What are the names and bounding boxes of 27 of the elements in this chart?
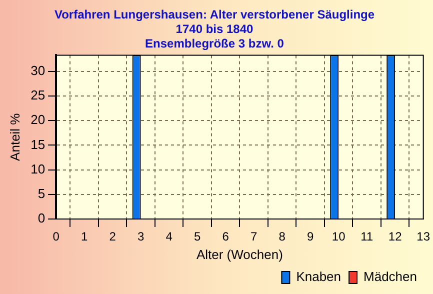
- x-tick-label: 2: [109, 230, 116, 244]
- y-tick-label: 30: [30, 63, 46, 78]
- x-tick-label: 0: [52, 230, 60, 244]
- x-tick-label: 11: [360, 230, 374, 244]
- y-tick-label: 25: [30, 88, 46, 103]
- x-tick-label: 10: [332, 230, 346, 244]
- x-tick-label: 6: [222, 230, 230, 244]
- y-axis-title: Anteil %: [7, 112, 22, 161]
- x-tick-label: 3: [137, 230, 144, 244]
- y-tick-label: 20: [30, 112, 46, 128]
- x-axis-title: Alter (Wochen): [196, 246, 283, 262]
- x-tick-label: 7: [250, 230, 258, 244]
- y-tick-label: 5: [38, 186, 46, 201]
- x-tick-label: 12: [388, 230, 402, 244]
- chart-subtitle: 1740 bis 1840 Ensemblegröße 3 bzw. 0: [145, 22, 284, 50]
- legend-label: Mädchen: [364, 269, 418, 284]
- y-tick-label: 15: [30, 136, 46, 152]
- x-tick-label: 13: [416, 230, 430, 244]
- x-tick-label: 8: [278, 230, 286, 244]
- x-tick-label: 4: [166, 230, 173, 244]
- y-tick-label: 10: [30, 161, 46, 176]
- chart-title: Vorfahren Lungershausen: Alter verstorbener Säuglinge: [54, 8, 375, 22]
- y-tick-label: 0: [38, 210, 46, 226]
- x-tick-label: 9: [306, 230, 314, 244]
- x-tick-label: 5: [194, 230, 201, 244]
- x-tick-label: 1: [80, 230, 88, 244]
- legend-label: Knaben: [296, 269, 342, 284]
